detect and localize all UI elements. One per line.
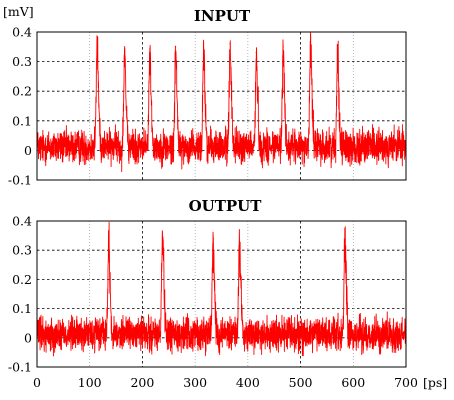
- y-unit-label: [mV]: [3, 4, 34, 19]
- pulse-peak: [149, 52, 151, 54]
- y-tick-label: 0.1: [12, 113, 32, 128]
- y-tick-label: 0.2: [12, 272, 32, 287]
- plot-frame: [36, 220, 407, 368]
- y-tick-label: 0.3: [12, 54, 32, 69]
- x-tick-label: 700: [394, 375, 418, 390]
- y-tick-label: -0.1: [8, 360, 32, 375]
- pulse-peak: [238, 240, 241, 243]
- pulse-peak: [96, 40, 98, 42]
- x-unit-label: [ps]: [423, 375, 447, 390]
- pulse-peak: [161, 237, 164, 240]
- plot-frame: [36, 31, 407, 181]
- y-tick-label: 0.1: [12, 301, 32, 316]
- pulse-peak: [229, 43, 231, 45]
- chart-title-input: INPUT: [194, 7, 251, 25]
- x-tick-label: 600: [341, 375, 365, 390]
- input-plot: -0.1 0 0.1 0.2 0.3 0.4: [8, 25, 407, 188]
- x-tick-label: 500: [289, 375, 313, 390]
- y-tick-label: 0.2: [12, 84, 32, 99]
- chart-title-output: OUTPUT: [189, 197, 263, 215]
- x-tick-label: 100: [78, 375, 102, 390]
- y-tick-label: 0.3: [12, 243, 32, 258]
- output-plot: -0.100.10.20.30.40 100 200 300 400 500 600 700: [8, 214, 418, 391]
- x-tick-label: 300: [183, 375, 207, 390]
- x-tick-label: 0: [33, 375, 41, 390]
- pulse-peak: [108, 243, 110, 245]
- x-tick-label: 200: [130, 375, 154, 390]
- y-tick-label: 0: [24, 143, 32, 158]
- pulse-peak: [344, 240, 346, 243]
- pulse-peak: [123, 46, 126, 48]
- y-tick-label: 0: [24, 330, 32, 345]
- pulse-peak: [175, 46, 177, 48]
- signal-trace: [36, 32, 407, 173]
- pulse-peak: [255, 52, 257, 54]
- signal-trace: [36, 221, 407, 357]
- y-tick-label: 0.4: [12, 25, 32, 40]
- pulse-peak: [282, 46, 284, 48]
- x-tick-label: 400: [236, 375, 260, 390]
- pulse-peak: [202, 49, 205, 51]
- pulse-peak: [309, 37, 312, 39]
- y-tick-label: -0.1: [8, 173, 32, 188]
- y-tick-label: 0.4: [12, 214, 32, 229]
- pulse-peak: [336, 49, 339, 51]
- pulse-peak: [212, 235, 214, 237]
